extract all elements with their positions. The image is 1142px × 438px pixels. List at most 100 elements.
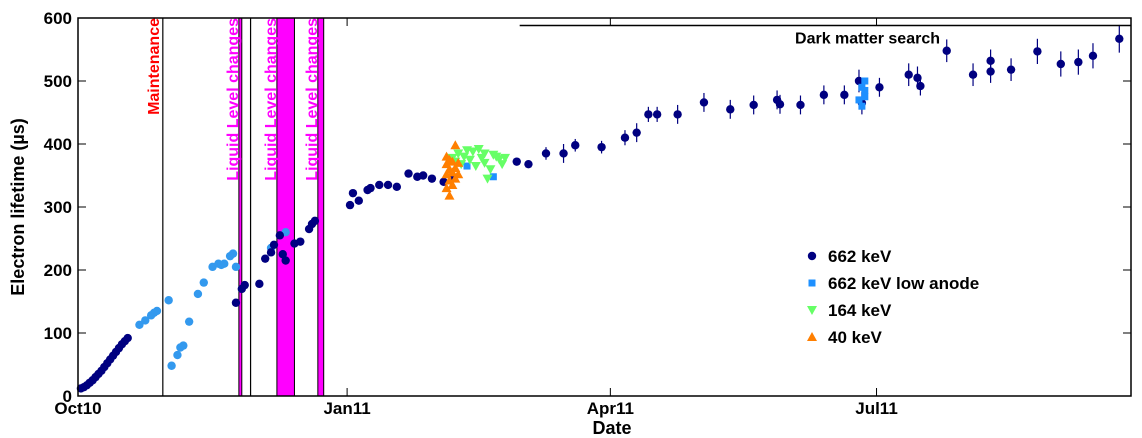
data-point-early [164,296,173,305]
data-point-662-kev-low-anode [489,173,497,181]
data-point-662-kev [968,70,978,79]
data-point-662-kev [123,333,132,343]
data-point-662-kev [1056,59,1066,69]
data-point-662-kev [310,216,320,226]
x-axis-title: Date [592,418,631,438]
data-point-662-kev [749,100,758,110]
y-axis-title: Electron lifetime (µs) [8,118,28,295]
y-tick-label: 600 [44,9,72,28]
data-point-662-kev [281,256,290,265]
legend: 662 keV 662 keV low anode 164 keV 40 keV [807,247,979,347]
legend-marker [808,279,816,287]
data-point-662-kev [275,231,285,240]
y-tick-label: 200 [44,261,72,280]
data-point-early [199,278,208,287]
data-point-early [220,259,229,268]
dark-matter-search-label: Dark matter search [795,31,940,48]
event-lines [162,18,252,396]
data-point-early [179,341,188,350]
data-point-662-kev-low-anode [861,77,869,85]
data-point-662-kev [354,196,363,205]
data-point-662-kev-low-anode [855,96,863,104]
data-point-662-kev [1115,34,1124,43]
vertical-annotation: Liquid Level changes [225,18,242,181]
data-point-662-kev [1006,65,1016,74]
data-point-164-kev [464,155,475,165]
data-point-662-kev [240,280,249,290]
x-tick-label: Jan11 [323,399,370,418]
data-point-early [135,320,144,330]
data-point-662-kev [418,171,428,180]
data-point-662-kev-low-anode [861,93,869,101]
data-point-662-kev-low-anode [463,162,471,170]
y-tick-label: 0 [63,387,72,406]
data-point-662-kev [427,174,437,183]
data-point-662-kev [383,180,393,190]
data-point-662-kev [699,98,709,107]
data-point-662-kev [231,298,241,307]
x-tick-label: Apr11 [587,399,634,418]
data-point-662-kev [796,100,805,110]
legend-label: 40 keV [828,328,883,347]
axis-ticks: 0 100 200 300 400 500 600 Oct10 Jan11 Apr11 Jul11 [44,9,1131,418]
data-point-662-kev [775,100,785,109]
data-point-662-kev-low-anode [858,102,866,110]
data-point-662-kev [512,157,521,166]
data-point-early [173,350,182,360]
data-point-662-kev [875,83,884,92]
y-tick-label: 100 [44,324,72,343]
data-point-662-kev [571,141,580,150]
data-point-662-kev [597,142,606,152]
y-tick-label: 300 [44,198,72,217]
data-point-662-kev [644,110,653,119]
data-point-40-kev [447,179,458,189]
data-point-662-kev [541,149,551,158]
vertical-annotation: Liquid Level changes [263,18,280,181]
data-point-662-kev [913,73,922,83]
data-point-662-kev [942,46,951,55]
legend-label: 164 keV [828,301,892,320]
y-tick-label: 500 [44,72,72,91]
data-point-164-kev [470,162,481,172]
data-point-662-kev [255,279,264,289]
vertical-annotation: Maintenance [146,18,163,115]
data-point-662-kev [404,169,413,178]
data-point-164-kev [473,145,484,155]
data-point-662-kev [986,56,995,66]
data-point-early [193,289,203,299]
data-point-40-kev [450,140,461,150]
data-point-164-kev [467,147,478,157]
legend-label: 662 keV [828,247,892,266]
data-point-164-kev [479,149,490,159]
x-tick-label: Jul11 [855,399,898,418]
data-point-164-kev [485,165,496,175]
data-point-164-kev [497,160,508,170]
data-point-40-kev [444,190,455,200]
data-point-662-kev [375,180,384,190]
legend-marker [807,306,817,315]
x-tick-label: Oct10 [54,399,101,418]
data-point-662-kev [632,128,641,137]
data-point-662-kev [1074,57,1083,67]
vertical-annotation: Liquid Level changes [304,18,321,181]
data-point-662-kev [620,133,630,142]
data-point-662-kev [266,248,276,257]
data-point-40-kev [447,156,458,166]
data-point-662-kev [726,105,735,114]
data-point-early [228,249,238,258]
legend-marker [807,251,817,261]
data-point-662-kev [854,76,864,86]
data-point-40-kev [453,157,464,167]
data-point-164-kev [482,174,493,184]
data-point-early [141,316,150,325]
data-point-662-kev [1033,47,1042,56]
data-point-662-kev [269,240,279,249]
data-point-662-kev-low-anode [861,86,869,94]
data-point-early [167,361,176,370]
data-point-662-kev [524,159,533,169]
data-point-early [231,262,241,272]
legend-marker [807,332,817,341]
data-point-662-kev [366,183,375,193]
data-point-662-kev [1088,51,1098,60]
data-point-662-kev [278,250,287,259]
